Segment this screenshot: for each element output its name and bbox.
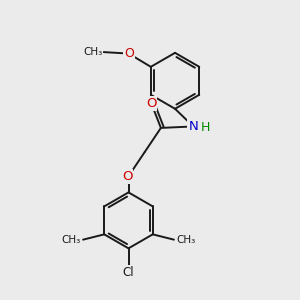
Text: CH₃: CH₃ — [83, 46, 102, 56]
Text: O: O — [122, 170, 132, 183]
Text: O: O — [146, 97, 156, 110]
Text: Cl: Cl — [123, 266, 134, 279]
Text: H: H — [201, 122, 210, 134]
Text: CH₃: CH₃ — [176, 235, 196, 245]
Text: N: N — [188, 120, 198, 133]
Text: CH₃: CH₃ — [61, 235, 81, 245]
Text: O: O — [124, 47, 134, 60]
